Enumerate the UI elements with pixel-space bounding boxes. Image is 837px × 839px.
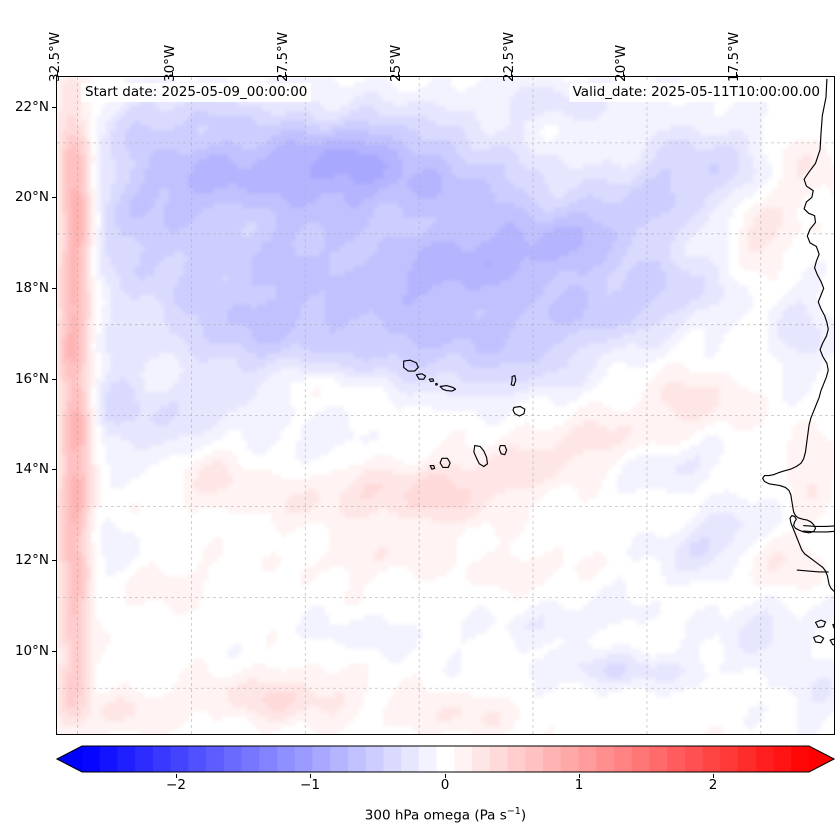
y-tickmark — [52, 379, 56, 380]
map-gridlines — [57, 77, 834, 734]
colorbar-title-suffix: ) — [521, 808, 526, 824]
x-tick-label: 17.5°W — [726, 32, 742, 82]
x-tick-label: 25°W — [388, 45, 404, 82]
y-tick-label: 22°N — [15, 99, 49, 115]
y-tickmark — [52, 651, 56, 652]
x-tickmark — [736, 72, 737, 76]
start-date-label: Start date: 2025-05-09_00:00:00 — [81, 83, 312, 103]
x-tick-label: 27.5°W — [275, 32, 291, 82]
colorbar-tick-label: −1 — [300, 777, 320, 793]
y-tickmark — [52, 197, 56, 198]
colorbar-gradient — [56, 745, 835, 773]
colorbar-title-exponent: −1 — [507, 806, 521, 817]
omega-field — [57, 77, 834, 734]
x-tickmark — [57, 72, 58, 76]
x-tick-label: 20°W — [613, 45, 629, 82]
colorbar-title-prefix: 300 hPa omega (Pa s — [365, 808, 507, 824]
colorbar-title: 300 hPa omega (Pa s−1) — [56, 806, 835, 824]
map-field-plot — [57, 77, 834, 734]
colorbar-tick-label: 1 — [575, 777, 584, 793]
y-tickmark — [52, 469, 56, 470]
colorbar-tickmark — [579, 774, 580, 778]
coastlines — [403, 78, 834, 646]
y-tick-label: 20°N — [15, 189, 49, 205]
y-tick-label: 10°N — [15, 643, 49, 659]
y-tickmark — [52, 560, 56, 561]
colorbar-tickmark — [713, 774, 714, 778]
y-tick-label: 18°N — [15, 280, 49, 296]
x-tick-label: 22.5°W — [501, 32, 517, 82]
colorbar[interactable] — [56, 744, 835, 774]
y-tickmark — [52, 107, 56, 108]
y-tick-label: 14°N — [15, 461, 49, 477]
x-tick-label: 30°W — [162, 45, 178, 82]
x-tickmark — [285, 72, 286, 76]
colorbar-tickmark — [445, 774, 446, 778]
colorbar-tick-label: 2 — [709, 777, 718, 793]
x-tickmark — [172, 72, 173, 76]
y-tick-label: 16°N — [15, 371, 49, 387]
y-tickmark — [52, 288, 56, 289]
x-tick-label: 32.5°W — [47, 32, 63, 82]
colorbar-tickmark — [176, 774, 177, 778]
colorbar-tick-label: 0 — [441, 777, 450, 793]
colorbar-tickmark — [310, 774, 311, 778]
map-axes[interactable]: Start date: 2025-05-09_00:00:00 Valid_da… — [56, 76, 835, 735]
y-tick-label: 12°N — [15, 552, 49, 568]
valid-date-label: Valid_date: 2025-05-11T10:00:00.00 — [568, 83, 824, 103]
colorbar-tick-label: −2 — [166, 777, 186, 793]
x-tickmark — [623, 72, 624, 76]
x-tickmark — [511, 72, 512, 76]
colorbar-swatches — [56, 745, 835, 773]
x-tickmark — [398, 72, 399, 76]
